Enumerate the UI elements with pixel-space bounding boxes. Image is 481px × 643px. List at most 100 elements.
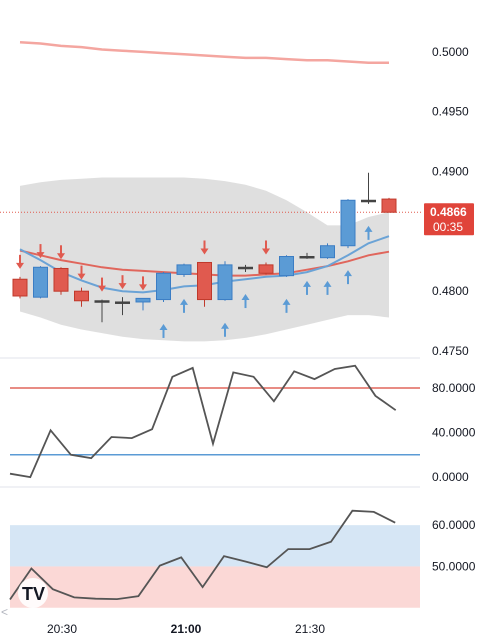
candle-body — [299, 256, 315, 259]
candle[interactable] — [361, 172, 376, 204]
sell-arrow-icon-head — [77, 273, 86, 280]
buy-arrow-icon-head — [303, 280, 311, 287]
bar-countdown: 00:35 — [433, 220, 463, 234]
candle-body — [320, 245, 335, 259]
candle[interactable] — [197, 261, 212, 307]
sell-arrow-icon-head — [36, 252, 45, 259]
candle[interactable] — [217, 261, 233, 301]
logo-badge — [18, 578, 48, 608]
candle-body — [94, 300, 110, 303]
sell-arrow-icon — [77, 265, 86, 280]
candle[interactable] — [238, 264, 253, 273]
candle-body — [197, 261, 212, 301]
buy-arrow-icon — [344, 270, 352, 285]
price-tick-label: 0.4750 — [432, 344, 469, 358]
sell-arrow-icon — [36, 244, 45, 259]
oscillator-panel-2[interactable]: 60.0000 50.0000 TV < — [1, 509, 476, 619]
candle-body — [12, 278, 28, 297]
candle[interactable] — [53, 267, 69, 295]
current-price-value: 0.4866 — [430, 205, 467, 219]
candle-body — [115, 301, 130, 304]
candle[interactable] — [156, 272, 171, 302]
sell-arrow-icon-head — [262, 248, 270, 255]
scroll-left-icon[interactable]: < — [1, 605, 8, 619]
sell-arrow-icon — [139, 276, 147, 291]
buy-arrow-icon-head — [159, 323, 168, 330]
upper-zone — [10, 525, 420, 567]
candle[interactable] — [176, 263, 192, 277]
candle[interactable] — [320, 243, 335, 259]
candle-body — [217, 264, 233, 301]
candle-body — [340, 199, 356, 247]
price-tick-label: 0.4950 — [432, 105, 469, 119]
oscillator-1-tick-label: 80.0000 — [432, 381, 476, 395]
candle[interactable] — [381, 197, 397, 213]
sell-arrow-icon — [16, 254, 24, 269]
candle-body — [156, 272, 171, 301]
long-ma-line — [19, 41, 389, 64]
buy-arrow-icon-head — [323, 280, 332, 287]
time-tick-label: 20:30 — [47, 622, 77, 636]
oscillator-1-line — [9, 364, 397, 479]
sell-arrow-icon-head — [139, 284, 147, 291]
candle-body — [33, 266, 48, 298]
oscillator-2-tick-label: 60.0000 — [432, 518, 476, 532]
sell-arrow-icon — [98, 277, 106, 292]
buy-arrow-icon — [221, 322, 229, 337]
tradingview-logo[interactable]: TV — [18, 578, 48, 608]
oscillator-2-line — [9, 509, 396, 601]
buy-arrow-icon — [282, 298, 291, 313]
buy-arrow-icon-head — [241, 294, 250, 301]
buy-arrow-icon-head — [344, 270, 352, 277]
sell-arrow-icon-head — [98, 285, 106, 292]
sell-arrow-icon — [118, 275, 127, 290]
logo-mark: TV — [22, 584, 45, 604]
candle-body — [74, 290, 89, 302]
time-tick-label: 21:00 — [171, 622, 202, 636]
buy-arrow-icon-head — [180, 298, 188, 305]
candle-body — [279, 256, 294, 277]
price-panel[interactable]: 0.5000 0.4950 0.4900 0.4800 0.4750 0.4866 00… — [0, 41, 474, 358]
oscillator-panel-1[interactable]: 80.0000 40.0000 0.0000 — [9, 364, 476, 484]
price-tick-label: 0.4900 — [432, 165, 469, 179]
candle[interactable] — [12, 276, 28, 299]
oscillator-2-tick-label: 50.0000 — [432, 559, 476, 573]
buy-arrow-icon — [180, 298, 188, 313]
candle[interactable] — [258, 262, 274, 275]
buy-arrow-icon-head — [282, 298, 291, 305]
sell-arrow-icon — [57, 245, 65, 260]
candle-body — [258, 264, 274, 274]
candle[interactable] — [340, 199, 356, 249]
buy-arrow-icon — [159, 323, 168, 338]
cloud-band — [20, 177, 389, 342]
sell-arrow-icon — [262, 240, 270, 255]
candle-body — [176, 264, 192, 275]
candle[interactable] — [279, 255, 294, 277]
candle-body — [238, 266, 253, 270]
time-axis[interactable]: 20:30 21:00 21:30 — [47, 622, 325, 636]
candle[interactable] — [74, 287, 89, 307]
time-tick-label: 21:30 — [295, 622, 325, 636]
buy-arrow-icon — [364, 225, 373, 240]
sell-arrow-icon — [200, 240, 209, 255]
buy-arrow-icon-head — [364, 225, 373, 232]
buy-arrow-icon — [241, 294, 250, 309]
current-price-tag[interactable]: 0.4866 00:35 — [424, 203, 474, 236]
candle-body — [53, 267, 69, 292]
sell-arrow-icon-head — [16, 262, 24, 269]
price-tick-label: 0.4800 — [432, 284, 469, 298]
sell-arrow-icon-head — [57, 253, 65, 260]
candle[interactable] — [94, 299, 110, 323]
candle[interactable] — [115, 297, 130, 316]
oscillator-1-tick-label: 40.0000 — [432, 426, 476, 440]
buy-arrow-icon-head — [221, 322, 229, 329]
candle[interactable] — [299, 252, 315, 259]
candle[interactable] — [135, 297, 151, 311]
current-price-tag-bg — [424, 203, 474, 236]
buy-arrow-icon — [303, 280, 311, 295]
oscillator-1-tick-label: 0.0000 — [432, 470, 469, 484]
sell-arrow-icon-head — [200, 248, 209, 255]
candle[interactable] — [33, 266, 48, 299]
lower-zone — [10, 566, 420, 608]
